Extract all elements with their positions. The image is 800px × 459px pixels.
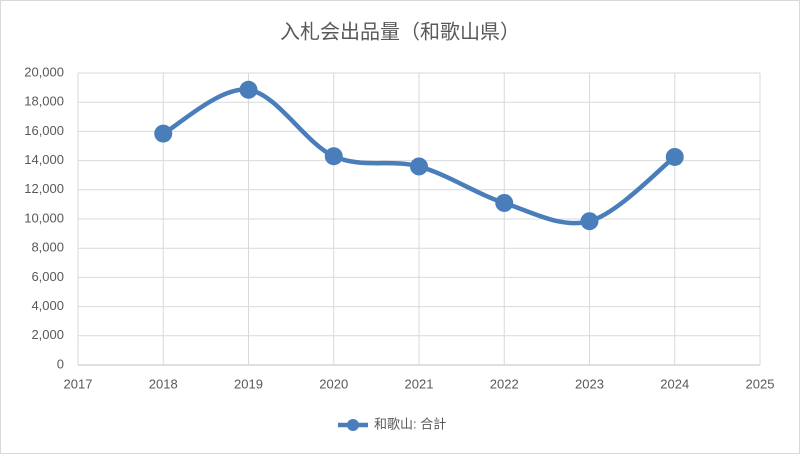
x-tick-label: 2021	[405, 376, 434, 391]
y-tick-label: 6,000	[31, 269, 64, 284]
chart-title: 入札会出品量（和歌山県）	[280, 20, 520, 43]
legend-marker	[347, 419, 359, 431]
x-tick-label: 2018	[149, 376, 178, 391]
point	[154, 124, 173, 143]
legend-label: 和歌山: 合計	[374, 416, 446, 431]
point	[239, 80, 258, 99]
y-tick-label: 4,000	[31, 298, 64, 313]
y-tick-label: 10,000	[24, 210, 64, 225]
x-tick-label: 2025	[746, 376, 775, 391]
x-tick-label: 2023	[575, 376, 604, 391]
y-tick-label: 0	[57, 356, 64, 371]
point	[410, 157, 428, 176]
y-tick-label: 2,000	[31, 327, 64, 342]
x-tick-label: 2024	[660, 376, 689, 391]
point	[665, 147, 684, 166]
point	[324, 147, 343, 166]
y-tick-label: 18,000	[24, 94, 64, 109]
x-tick-label: 2020	[319, 376, 348, 391]
point	[580, 212, 599, 231]
x-tick-label: 2019	[234, 376, 263, 391]
y-tick-label: 20,000	[24, 64, 64, 79]
y-tick-label: 12,000	[24, 181, 64, 196]
y-tick-label: 8,000	[31, 240, 64, 255]
point	[495, 193, 514, 212]
x-tick-label: 2017	[64, 376, 93, 391]
x-tick-label: 2022	[490, 376, 519, 391]
y-tick-label: 16,000	[24, 123, 64, 138]
y-tick-label: 14,000	[24, 152, 64, 167]
